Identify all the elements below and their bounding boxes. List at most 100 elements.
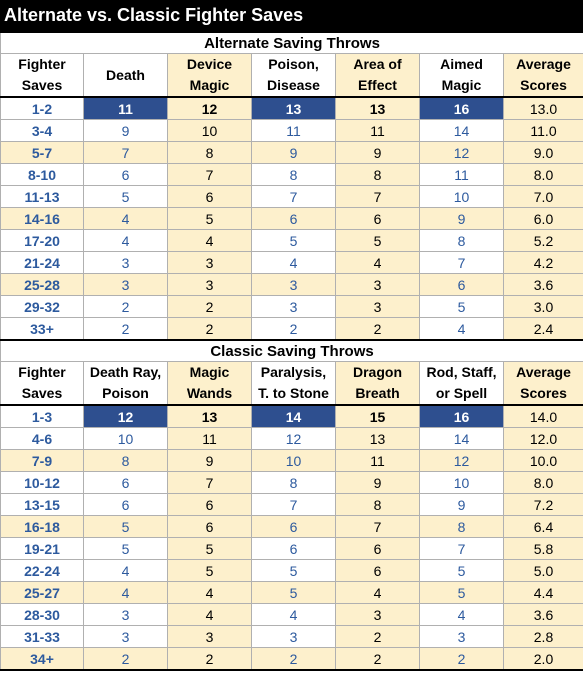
column-header: Magic Wands [167,361,252,406]
table-cell: 4 [335,251,420,274]
table-cell: 5.8 [502,537,583,560]
column-header: Average Scores [502,361,583,406]
table-cell: 4 [419,317,504,341]
table-cell: 6 [251,207,336,230]
table-cell: 2 [251,317,336,341]
table-cell: 9 [419,493,504,516]
table-cell: 2 [335,647,420,671]
table-row: 8-10 6 7 8 8 11 8.0 [0,163,583,186]
table-row: 21-24 3 3 4 4 7 4.2 [0,251,583,274]
fighter-saves-cell: 11-13 [0,185,84,208]
table-cell: 5 [83,515,168,538]
table-row: 1-2 11 12 13 13 16 13.0 [0,96,583,120]
fighter-saves-cell: 25-28 [0,273,84,296]
column-header: Death Ray, Poison [83,361,168,406]
table-cell: 7 [167,163,252,186]
fighter-saves-cell: 31-33 [0,625,84,648]
table-cell: 5 [167,559,252,582]
table-cell: 2 [83,295,168,318]
table-cell: 7 [251,493,336,516]
table-row: 25-27 4 4 5 4 5 4.4 [0,581,583,604]
table-cell: 10.0 [502,449,583,472]
fighter-saves-cell: 13-15 [0,493,84,516]
table-cell: 2 [83,647,168,671]
column-header: Rod, Staff, or Spell [419,361,504,406]
table-row: 14-16 4 5 6 6 9 6.0 [0,207,583,230]
fighter-saves-cell: 5-7 [0,141,84,164]
table-cell: 6.0 [502,207,583,230]
table-cell: 6 [335,559,420,582]
table-cell: 13.0 [502,96,583,120]
fighter-saves-cell: 29-32 [0,295,84,318]
table-cell: 3 [251,273,336,296]
table-cell: 4.4 [502,581,583,604]
column-header: Aimed Magic [419,53,504,98]
table-row: 28-30 3 4 4 3 4 3.6 [0,603,583,626]
fighter-saves-cell: 7-9 [0,449,84,472]
table-cell: 11.0 [502,119,583,142]
table-cell: 14.0 [502,404,583,428]
table-cell: 6 [251,515,336,538]
table-cell: 7 [167,471,252,494]
column-header: Average Scores [502,53,583,98]
table-cell: 3 [83,625,168,648]
table-cell: 3.0 [502,295,583,318]
table-row: 4-6 10 11 12 13 14 12.0 [0,427,583,450]
column-header: Area of Effect [335,53,420,98]
alternate-header-row: Fighter Saves Death Device Magic Poison, Disea… [0,53,583,98]
table-cell: 6 [83,471,168,494]
table-cell: 4.2 [502,251,583,274]
fighter-saves-cell: 33+ [0,317,84,341]
fighter-saves-cell: 34+ [0,647,84,671]
table-row: 10-12 6 7 8 9 10 8.0 [0,471,583,494]
table-cell: 5 [419,581,504,604]
table-cell: 14 [251,404,336,428]
table-cell: 8 [167,141,252,164]
table-cell: 9.0 [502,141,583,164]
fighter-saves-cell: 3-4 [0,119,84,142]
table-row: 11-13 5 6 7 7 10 7.0 [0,185,583,208]
table-cell: 8 [335,163,420,186]
table-cell: 4 [83,581,168,604]
table-cell: 3.6 [502,273,583,296]
table-cell: 2 [167,647,252,671]
table-cell: 8 [419,229,504,252]
fighter-saves-cell: 14-16 [0,207,84,230]
table-cell: 8 [83,449,168,472]
table-cell: 9 [167,449,252,472]
fighter-saves-cell: 1-3 [0,404,84,428]
table-cell: 15 [335,404,420,428]
table-cell: 8 [335,493,420,516]
table-row: 13-15 6 6 7 8 9 7.2 [0,493,583,516]
table-cell: 3 [335,295,420,318]
table-cell: 6 [83,163,168,186]
fighter-saves-cell: 17-20 [0,229,84,252]
table-cell: 9 [335,471,420,494]
table-cell: 4 [167,229,252,252]
table-cell: 7 [419,537,504,560]
table-cell: 5 [83,537,168,560]
table-cell: 10 [251,449,336,472]
table-cell: 5 [251,581,336,604]
table-cell: 3 [251,295,336,318]
table-cell: 7 [335,185,420,208]
table-cell: 8.0 [502,471,583,494]
column-header: Dragon Breath [335,361,420,406]
classic-header-row: Fighter Saves Death Ray, Poison Magic Wands Pa… [0,361,583,406]
table-cell: 7 [83,141,168,164]
table-cell: 9 [251,141,336,164]
table-cell: 11 [251,119,336,142]
table-cell: 4 [251,603,336,626]
fighter-saves-cell: 28-30 [0,603,84,626]
table-cell: 10 [419,185,504,208]
column-header: Death [83,53,168,98]
table-cell: 6 [335,207,420,230]
table-cell: 5.0 [502,559,583,582]
table-cell: 4 [167,603,252,626]
alternate-section-title: Alternate Saving Throws [0,31,583,54]
table-cell: 3 [83,273,168,296]
table-cell: 3 [251,625,336,648]
table-cell: 6.4 [502,515,583,538]
table-cell: 6 [83,493,168,516]
table-cell: 3 [83,603,168,626]
